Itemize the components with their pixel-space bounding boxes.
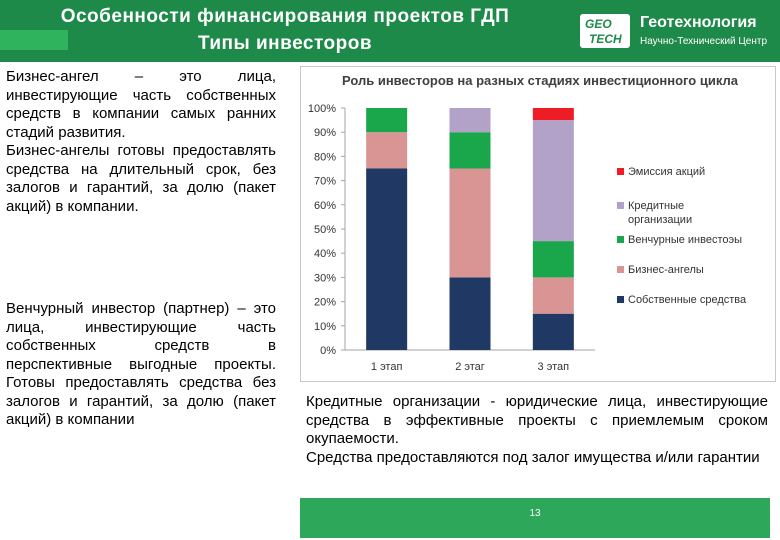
logo-tagline: Научно-Технический Центр (640, 36, 768, 47)
header-accent (0, 30, 68, 50)
footer-bar (300, 498, 770, 538)
business-angel-definition: Бизнес-ангел – это лица, инвестирующие ч… (6, 68, 276, 141)
credit-organizations-text: Кредитные организации - юридические лица… (306, 393, 768, 467)
business-angel-text: Бизнес-ангел – это лица, инвестирующие ч… (6, 68, 276, 216)
chart-title: Роль инвесторов на разных стадиях инвест… (342, 73, 738, 88)
slide-title-line2: Типы инвесторов (197, 33, 373, 54)
logo-emblem-top: GEO (585, 17, 612, 31)
slide-title-line1: Особенности финансирования проектов ГДП (60, 6, 510, 27)
header-bar (0, 0, 780, 62)
venture-investor-text: Венчурный инвестор (партнер) – это лица,… (6, 300, 276, 430)
page-number: 13 (529, 508, 541, 519)
credit-organizations-terms: Средства предоставляются под залог имуще… (306, 448, 760, 466)
business-angel-terms: Бизнес-ангелы готовы предоставлять средс… (6, 142, 276, 215)
logo-emblem-bottom: TECH (589, 32, 622, 46)
chart-frame (300, 66, 776, 382)
venture-investor-definition: Венчурный инвестор (партнер) – это лица,… (6, 300, 276, 428)
geotech-logo-icon: GEO TECH (580, 14, 630, 48)
credit-organizations-definition: Кредитные организации - юридические лица… (306, 393, 768, 447)
logo-name: Геотехнология (640, 14, 757, 31)
